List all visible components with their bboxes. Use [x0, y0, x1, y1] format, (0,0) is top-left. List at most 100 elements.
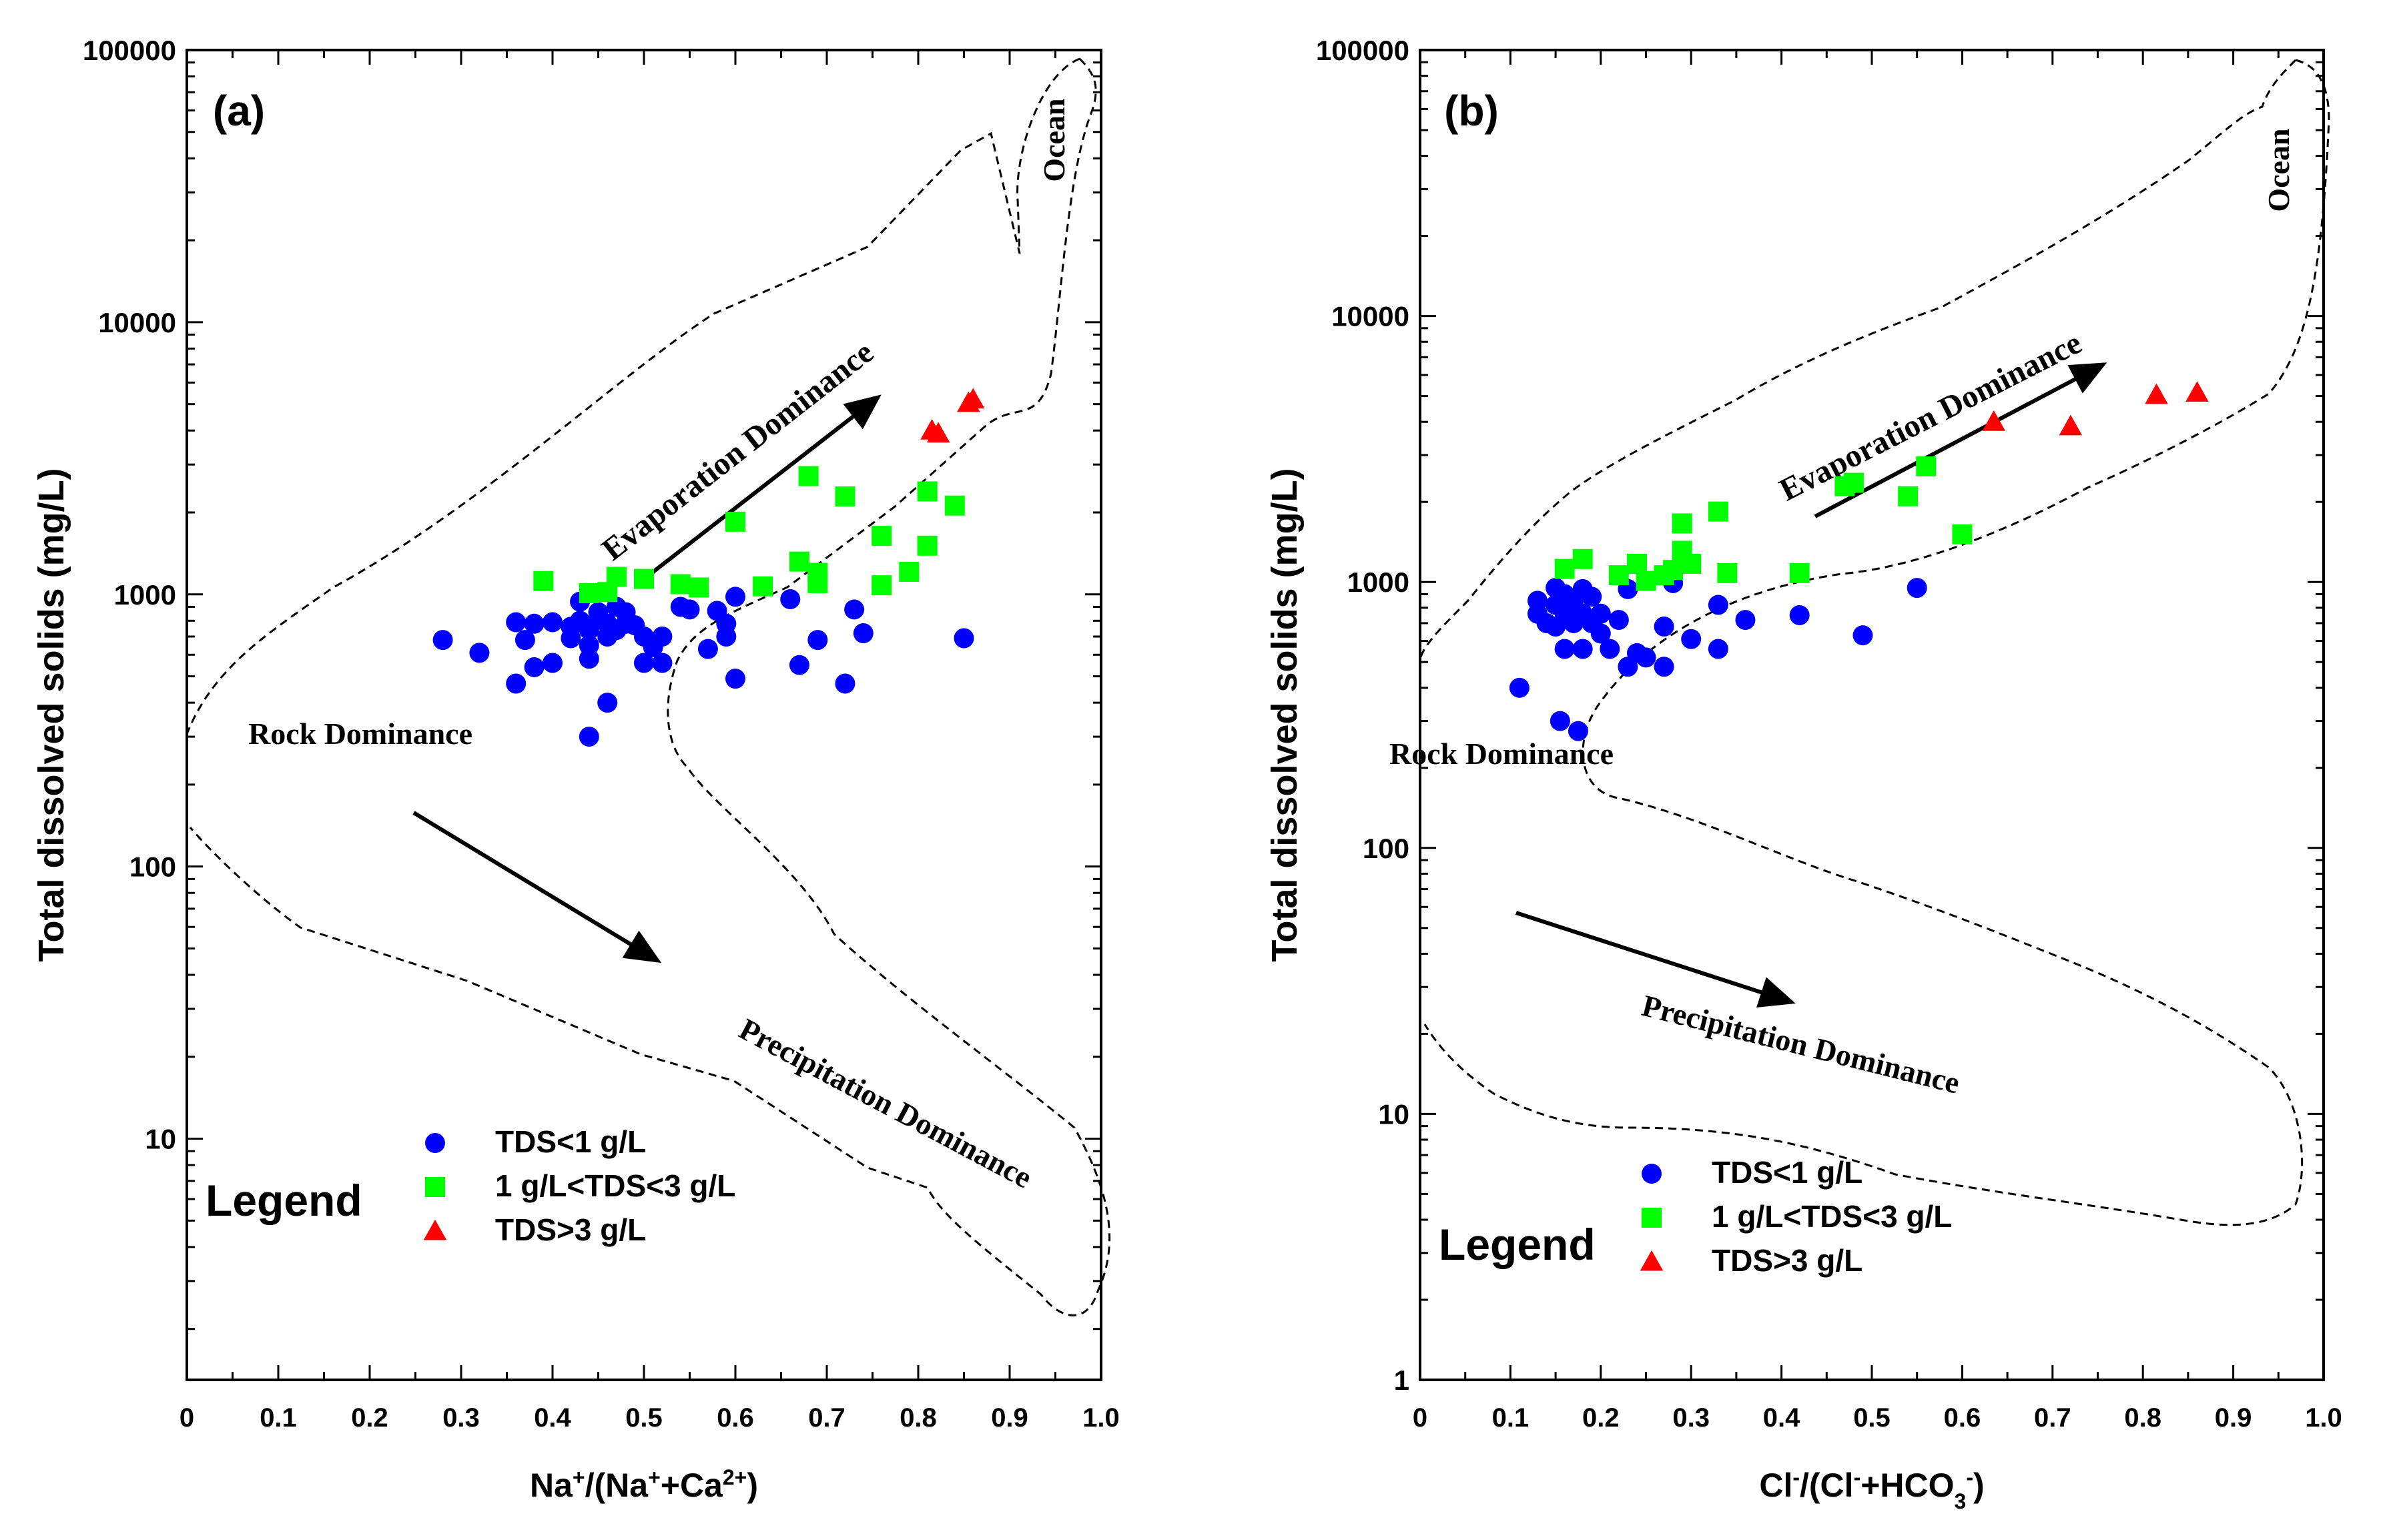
- data-point-circle: [954, 628, 974, 649]
- data-point-circle: [697, 639, 718, 659]
- x-axis-label-part: 2+: [723, 1465, 747, 1489]
- x-axis-label-part: +: [573, 1465, 585, 1489]
- x-tick-label: 0.1: [1492, 1403, 1529, 1433]
- data-point-circle: [561, 628, 581, 649]
- data-point-circle: [1654, 657, 1674, 677]
- precipitation-arrow: [412, 811, 662, 964]
- data-point-circle: [1789, 605, 1810, 626]
- x-axis-label-part: 3: [1955, 1489, 1967, 1513]
- legend-entry-label: TDS>3 g/L: [495, 1212, 646, 1247]
- precipitation-arrow: [1515, 911, 1796, 1008]
- x-axis-label-part: Na: [530, 1467, 573, 1504]
- data-point-square: [634, 568, 654, 589]
- data-point-circle: [780, 589, 801, 610]
- data-point-circle: [634, 653, 654, 673]
- data-point-square: [725, 511, 745, 532]
- x-axis-label-part: ): [747, 1467, 758, 1504]
- data-point-square: [1952, 524, 1973, 544]
- panel-label: (a): [213, 87, 265, 135]
- evaporation-arrow: [649, 394, 882, 576]
- legend-entry-label: 1 g/L<TDS<3 g/L: [1712, 1199, 1952, 1234]
- data-point-circle: [1708, 595, 1728, 615]
- data-point-square: [533, 570, 554, 591]
- data-point-circle: [1582, 587, 1602, 607]
- x-tick-label: 0: [1413, 1403, 1427, 1433]
- data-point-circle: [1681, 629, 1702, 649]
- x-tick-label: 0.4: [534, 1403, 571, 1433]
- data-point-circle: [725, 669, 745, 689]
- legend-marker-square: [1642, 1208, 1662, 1228]
- data-point-square: [753, 576, 773, 597]
- data-point-square: [689, 577, 709, 598]
- y-axis-label: Total dissolved solids (mg/L): [31, 468, 71, 961]
- data-point-circle: [1654, 616, 1674, 637]
- data-point-square: [899, 562, 920, 583]
- panel-label: (b): [1444, 87, 1499, 135]
- series-triangle: [1982, 381, 2209, 436]
- data-point-square: [579, 583, 599, 604]
- series-triangle: [920, 388, 985, 443]
- data-point-circle: [853, 623, 874, 643]
- data-point-circle: [1608, 610, 1629, 631]
- legend-entry-label: TDS<1 g/L: [495, 1124, 646, 1159]
- x-tick-label: 0.3: [1672, 1403, 1710, 1433]
- data-point-square: [1554, 558, 1575, 579]
- data-point-square: [606, 566, 627, 587]
- x-tick-label: 0.7: [2034, 1403, 2071, 1433]
- x-tick-label: 0.1: [260, 1403, 297, 1433]
- y-tick-label: 100: [1363, 833, 1409, 864]
- data-point-triangle: [2059, 414, 2083, 436]
- x-axis-label-part: -: [1854, 1465, 1861, 1489]
- region-label: Rock Dominance: [1389, 737, 1614, 771]
- data-point-circle: [579, 727, 599, 747]
- y-tick-label: 10000: [1331, 301, 1409, 332]
- x-tick-label: 0.6: [1944, 1403, 1981, 1433]
- data-point-circle: [543, 653, 563, 673]
- data-point-circle: [789, 655, 809, 675]
- x-tick-label: 0: [180, 1403, 194, 1433]
- data-point-square: [917, 535, 938, 556]
- y-tick-label: 100000: [1316, 35, 1409, 66]
- y-tick-label: 10: [145, 1124, 176, 1155]
- data-point-square: [670, 574, 691, 595]
- series-square: [1554, 456, 1973, 591]
- y-tick-label: 1: [1394, 1365, 1409, 1396]
- legend-marker-triangle: [423, 1219, 447, 1240]
- data-point-square: [1626, 554, 1647, 574]
- data-point-circle: [1554, 639, 1575, 659]
- x-tick-label: 0.5: [625, 1403, 663, 1433]
- legend-entry-label: TDS>3 g/L: [1712, 1243, 1862, 1278]
- data-point-square: [872, 526, 892, 546]
- data-point-square: [944, 495, 965, 516]
- data-point-square: [872, 575, 892, 596]
- x-axis-label-part: /(Cl: [1800, 1467, 1854, 1504]
- series-square: [533, 466, 965, 604]
- data-point-circle: [1509, 677, 1529, 698]
- x-axis-label-part: +Ca: [661, 1467, 723, 1504]
- x-axis-label-part: +HCO: [1860, 1467, 1954, 1504]
- x-tick-label: 0.8: [2124, 1403, 2161, 1433]
- x-tick-label: 0.3: [442, 1403, 480, 1433]
- data-point-square: [1572, 548, 1593, 569]
- legend-marker-circle: [425, 1133, 445, 1153]
- data-point-square: [1663, 560, 1684, 581]
- data-point-circle: [1590, 603, 1611, 624]
- data-point-circle: [506, 612, 527, 633]
- data-point-square: [1789, 562, 1810, 583]
- series-circle: [432, 587, 974, 747]
- x-axis-label-part: +: [648, 1465, 661, 1489]
- data-point-circle: [524, 657, 545, 677]
- x-tick-label: 0.8: [900, 1403, 937, 1433]
- x-axis-label: Cl-/(Cl-+HCO3-): [1759, 1465, 1984, 1513]
- data-point-circle: [1735, 610, 1756, 631]
- x-axis-label-part: -: [1966, 1465, 1973, 1489]
- x-tick-label: 0.2: [1582, 1403, 1620, 1433]
- data-point-square: [1708, 501, 1728, 522]
- data-point-circle: [432, 630, 453, 651]
- x-tick-label: 1.0: [1082, 1403, 1120, 1433]
- x-tick-label: 0.4: [1763, 1403, 1800, 1433]
- region-label: Rock Dominance: [248, 717, 472, 751]
- data-point-square: [789, 551, 809, 572]
